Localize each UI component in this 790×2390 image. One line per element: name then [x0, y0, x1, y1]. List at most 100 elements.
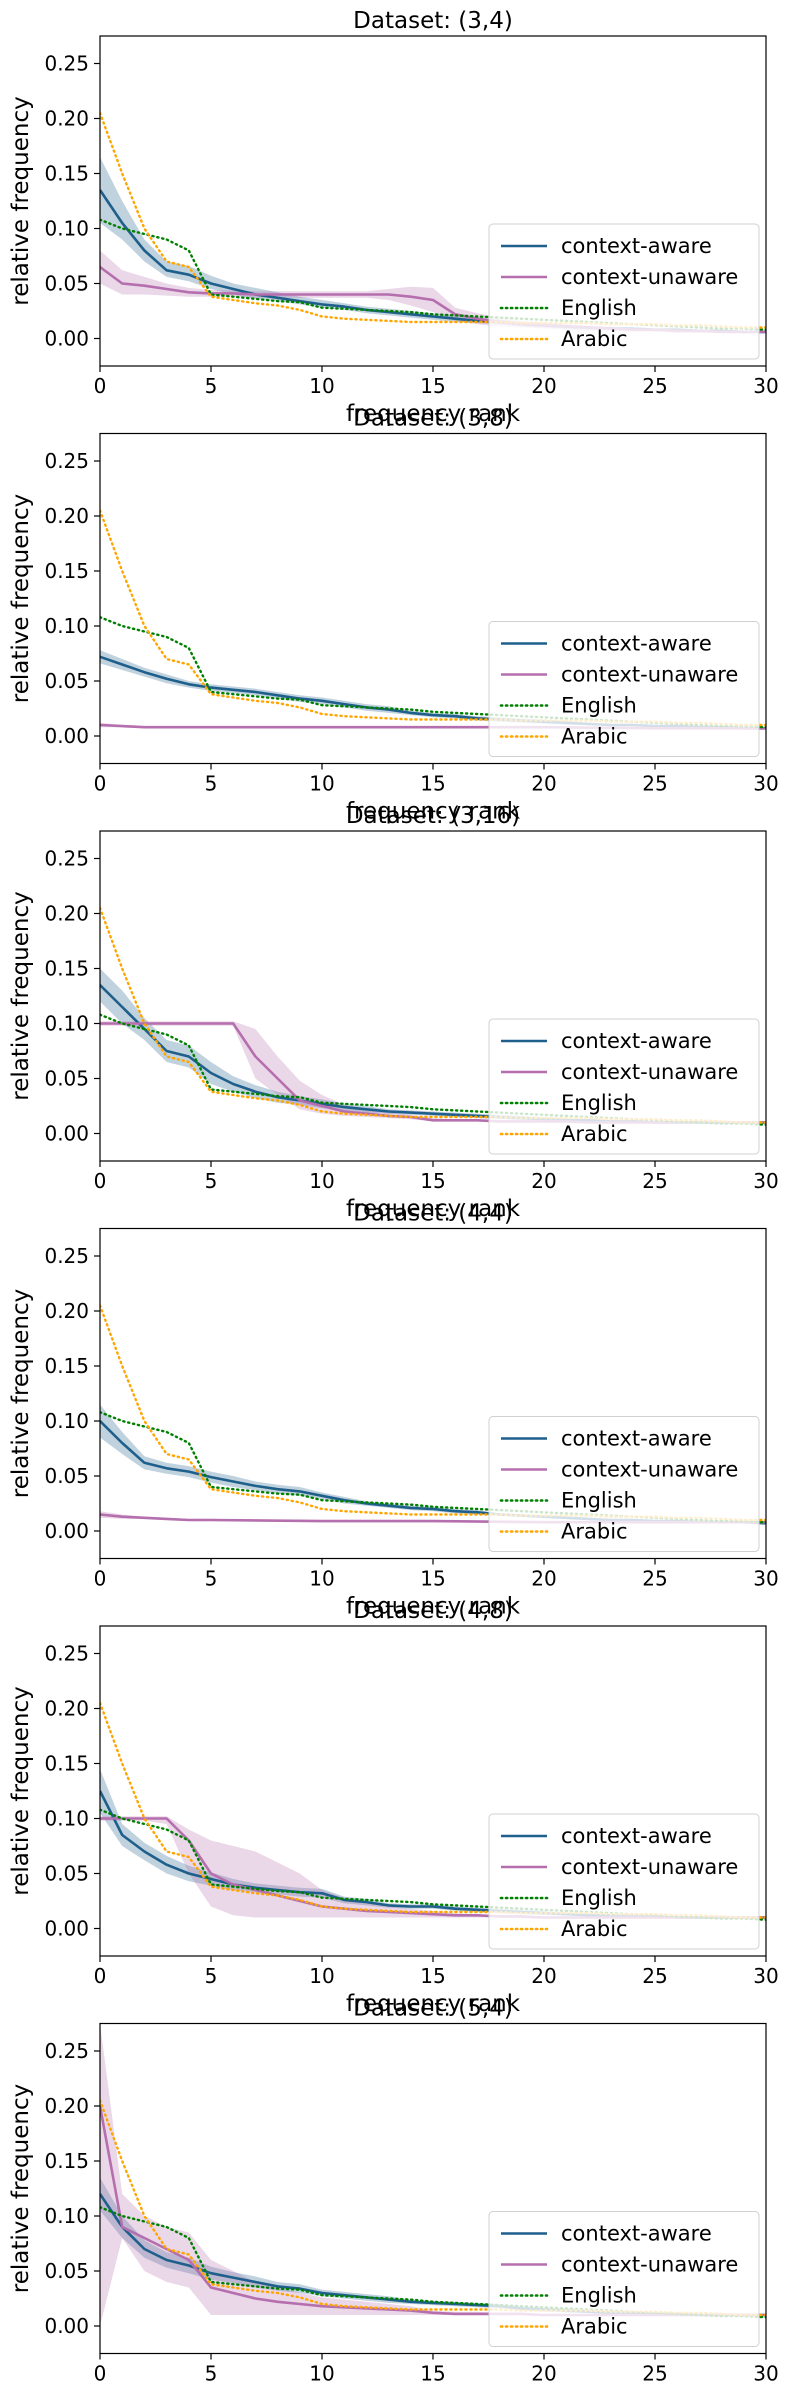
x-tick-label: 15 [420, 374, 445, 398]
x-tick-label: 10 [309, 374, 334, 398]
x-tick-label: 5 [205, 1964, 218, 1988]
legend-label: English [561, 2284, 637, 2308]
x-tick-label: 25 [642, 374, 667, 398]
y-tick-label: 0.10 [44, 1409, 89, 1433]
x-tick-label: 0 [94, 1964, 107, 1988]
x-tick-label: 30 [753, 1567, 778, 1591]
x-tick-label: 30 [753, 2362, 778, 2386]
y-tick-label: 0.25 [44, 52, 89, 76]
y-axis-label: relative frequency [8, 891, 34, 1100]
x-tick-label: 10 [309, 772, 334, 796]
y-tick-label: 0.05 [44, 669, 89, 693]
y-axis-label: relative frequency [8, 1289, 34, 1498]
y-tick-label: 0.10 [44, 614, 89, 638]
x-tick-label: 5 [205, 772, 218, 796]
y-tick-label: 0.00 [44, 1917, 89, 1941]
y-axis-label: relative frequency [8, 2084, 34, 2293]
x-tick-label: 5 [205, 2362, 218, 2386]
y-axis-label: relative frequency [8, 1686, 34, 1895]
legend-label: English [561, 1091, 637, 1115]
chart-panel-1: 0 5 10 15 20 25 30 0.00 0.05 0.10 0.15 0.20 0.25 Data… [8, 8, 779, 427]
y-tick-label: 0.10 [44, 2204, 89, 2228]
y-tick-label: 0.05 [44, 1862, 89, 1886]
y-tick-label: 0.20 [44, 902, 89, 926]
y-tick-label: 0.15 [44, 1354, 89, 1378]
y-tick-label: 0.20 [44, 1299, 89, 1323]
x-tick-label: 25 [642, 1567, 667, 1591]
legend-label: English [561, 1886, 637, 1910]
x-tick-label: 30 [753, 772, 778, 796]
x-tick-label: 15 [420, 1169, 445, 1193]
x-tick-label: 30 [753, 374, 778, 398]
y-tick-label: 0.15 [44, 2149, 89, 2173]
legend: context-aware context-unaware English Arabi… [488, 1416, 760, 1552]
y-tick-label: 0.00 [44, 2314, 89, 2338]
x-axis-label: frequency rank [346, 1991, 521, 2017]
x-tick-label: 20 [531, 1169, 556, 1193]
y-tick-label: 0.00 [44, 1122, 89, 1146]
x-tick-label: 25 [642, 772, 667, 796]
legend-box [488, 1018, 760, 1155]
legend-label: English [561, 1489, 637, 1513]
x-axis-label: frequency rank [346, 2389, 521, 2390]
chart-title: Dataset: (3,4) [353, 8, 513, 34]
y-axis-label: relative frequency [8, 494, 34, 703]
x-axis-label: frequency rank [346, 401, 521, 427]
legend-label: context-aware [561, 234, 712, 258]
chart-title: Dataset: (3,16) [346, 803, 520, 829]
legend-label: Arabic [561, 1520, 628, 1544]
legend-label: Arabic [561, 2315, 628, 2339]
legend-label: context-unaware [561, 265, 738, 289]
legend-label: context-unaware [561, 2253, 738, 2277]
chart-title: Dataset: (3,8) [353, 406, 513, 432]
x-tick-label: 25 [642, 2362, 667, 2386]
y-tick-label: 0.05 [44, 1067, 89, 1091]
legend-label: English [561, 296, 637, 320]
y-tick-label: 0.25 [44, 1642, 89, 1666]
chart-title: Dataset: (4,8) [353, 1598, 513, 1624]
chart-panel-2: 0 5 10 15 20 25 30 0.00 0.05 0.10 0.15 0.20 0.25 Data… [8, 406, 779, 825]
chart-title: Dataset: (5,4) [353, 1996, 513, 2022]
legend: context-aware context-unaware English Arabi… [488, 1813, 760, 1950]
y-tick-label: 0.20 [44, 107, 89, 131]
y-tick-label: 0.10 [44, 1807, 89, 1831]
legend-label: Arabic [561, 327, 628, 351]
y-tick-label: 0.15 [44, 559, 89, 583]
legend-label: context-unaware [561, 1060, 738, 1084]
x-tick-label: 25 [642, 1964, 667, 1988]
x-tick-label: 20 [531, 374, 556, 398]
x-tick-label: 5 [205, 1567, 218, 1591]
x-tick-label: 10 [309, 1567, 334, 1591]
x-tick-label: 20 [531, 1964, 556, 1988]
chart-title: Dataset: (4,4) [353, 1201, 513, 1227]
x-tick-label: 5 [205, 374, 218, 398]
legend-label: context-aware [561, 1427, 712, 1451]
y-tick-label: 0.05 [44, 1464, 89, 1488]
y-tick-label: 0.15 [44, 162, 89, 186]
y-tick-label: 0.25 [44, 1244, 89, 1268]
legend-label: Arabic [561, 725, 628, 749]
legend-label: context-unaware [561, 663, 738, 687]
legend-box [488, 2211, 760, 2347]
x-tick-label: 10 [309, 1169, 334, 1193]
x-tick-label: 15 [420, 1567, 445, 1591]
chart-panel-5: 0 5 10 15 20 25 30 0.00 0.05 0.10 0.15 0.20 0.25 Data… [8, 1598, 779, 2017]
legend-box [488, 621, 760, 757]
y-tick-label: 0.00 [44, 327, 89, 351]
x-tick-label: 20 [531, 2362, 556, 2386]
x-tick-label: 15 [420, 2362, 445, 2386]
chart-panel-4: 0 5 10 15 20 25 30 0.00 0.05 0.10 0.15 0.20 0.25 Data… [8, 1201, 779, 1620]
y-tick-label: 0.25 [44, 2039, 89, 2063]
confidence-band-context-unaware [100, 250, 766, 333]
x-tick-label: 15 [420, 1964, 445, 1988]
y-tick-label: 0.10 [44, 1012, 89, 1036]
x-tick-label: 0 [94, 772, 107, 796]
legend-label: context-aware [561, 632, 712, 656]
y-axis-label: relative frequency [8, 96, 34, 305]
legend-label: Arabic [561, 1122, 628, 1146]
x-tick-label: 5 [205, 1169, 218, 1193]
confidence-band-context-aware [100, 2177, 766, 2317]
y-tick-label: 0.25 [44, 449, 89, 473]
legend: context-aware context-unaware English Arabi… [488, 621, 760, 757]
